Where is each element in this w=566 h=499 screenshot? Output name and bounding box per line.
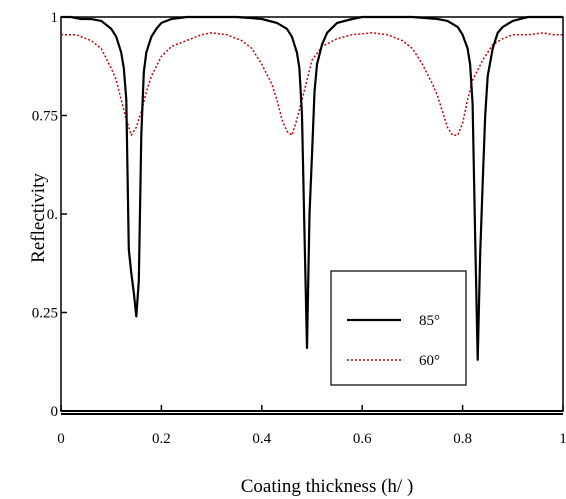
x-tick-label: 1 xyxy=(559,431,566,447)
x-tick-label: 0.4 xyxy=(252,431,271,447)
x-tick-label: 0 xyxy=(57,431,65,447)
series-line-1 xyxy=(61,32,563,136)
legend-box xyxy=(330,270,467,386)
series-line-0 xyxy=(61,15,563,361)
legend: 85° 60° xyxy=(330,270,467,386)
legend-label-85: 85° xyxy=(419,313,440,329)
series-1 xyxy=(61,32,563,136)
x-tick-label: 0.8 xyxy=(453,431,472,447)
legend-label-60: 60° xyxy=(419,353,440,369)
y-axis-title: Reflectivity xyxy=(28,173,49,263)
y-axis: 0 0.25 0. 0.75 1 xyxy=(32,10,67,420)
y-tick-label: 0.75 xyxy=(32,109,58,125)
x-tick-label: 0.2 xyxy=(152,431,171,447)
y-tick-label: 0 xyxy=(51,404,59,420)
series-0 xyxy=(61,15,563,361)
series-layer xyxy=(61,15,563,361)
x-tick-label: 0.6 xyxy=(353,431,372,447)
y-tick-label: 1 xyxy=(51,10,59,26)
x-axis: 0 0.2 0.4 0.6 0.8 1 xyxy=(57,405,566,447)
x-axis-title: Coating thickness (h/ ) xyxy=(241,476,414,497)
y-tick-label: 0. xyxy=(47,207,58,223)
y-tick-label: 0.25 xyxy=(32,306,58,322)
